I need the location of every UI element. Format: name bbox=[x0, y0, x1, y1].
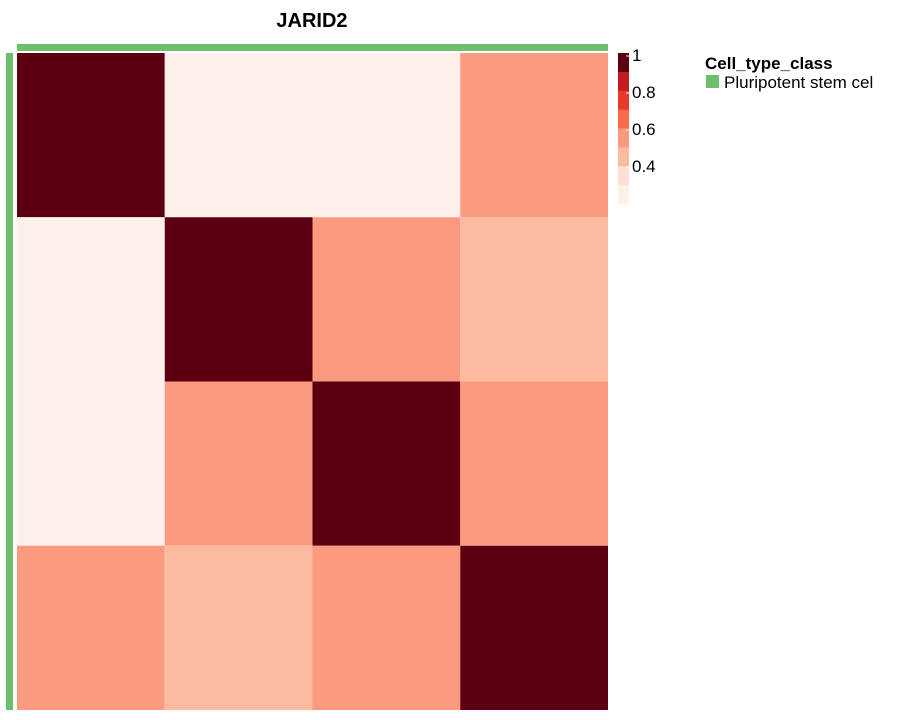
chart-title: JARID2 bbox=[276, 10, 347, 32]
heatmap-cell-r0-c1 bbox=[164, 53, 313, 218]
legend-swatch bbox=[706, 75, 719, 88]
colorbar-segment bbox=[618, 53, 629, 73]
annotation-legend: Cell_type_class Pluripotent stem cel bbox=[705, 54, 873, 92]
colorbar-segment bbox=[618, 71, 629, 92]
heatmap-cell-r1-c0 bbox=[17, 217, 165, 382]
row-annotation-bar bbox=[6, 53, 13, 710]
colorbar-tick-label: 0.8 bbox=[632, 83, 656, 102]
colorbar-segment bbox=[618, 90, 629, 111]
colorbar-segment bbox=[618, 185, 629, 205]
colorbar-tick-label: 1 bbox=[632, 46, 641, 65]
heatmap-cell-r3-c2 bbox=[312, 545, 461, 710]
colorbar: 1 0.8 0.6 0.4 bbox=[618, 46, 656, 205]
colorbar-segment bbox=[618, 128, 629, 148]
heatmap-cell-r2-c1 bbox=[164, 381, 313, 546]
heatmap-cell-r3-c1 bbox=[164, 545, 313, 710]
legend-label: Pluripotent stem cel bbox=[724, 73, 873, 92]
heatmap-cell-r2-c2 bbox=[312, 381, 461, 546]
colorbar-segment bbox=[618, 109, 629, 129]
legend-title: Cell_type_class bbox=[705, 54, 833, 73]
heatmap-cell-r0-c0 bbox=[17, 53, 165, 218]
heatmap-cell-r3-c0 bbox=[17, 545, 165, 710]
heatmap-cells bbox=[17, 53, 608, 710]
colorbar-segment bbox=[618, 166, 629, 186]
heatmap-cell-r1-c1 bbox=[164, 217, 313, 382]
heatmap-cell-r1-c3 bbox=[460, 217, 608, 382]
colorbar-tick-label: 0.4 bbox=[632, 157, 656, 176]
heatmap-cell-r3-c3 bbox=[460, 545, 608, 710]
heatmap-cell-r1-c2 bbox=[312, 217, 461, 382]
heatmap-cell-r2-c0 bbox=[17, 381, 165, 546]
column-annotation-bar bbox=[17, 44, 608, 51]
heatmap-cell-r2-c3 bbox=[460, 381, 608, 546]
colorbar-segment bbox=[618, 147, 629, 167]
heatmap-cell-r0-c3 bbox=[460, 53, 608, 218]
colorbar-tick-label: 0.6 bbox=[632, 120, 656, 139]
heatmap-cell-r0-c2 bbox=[312, 53, 461, 218]
